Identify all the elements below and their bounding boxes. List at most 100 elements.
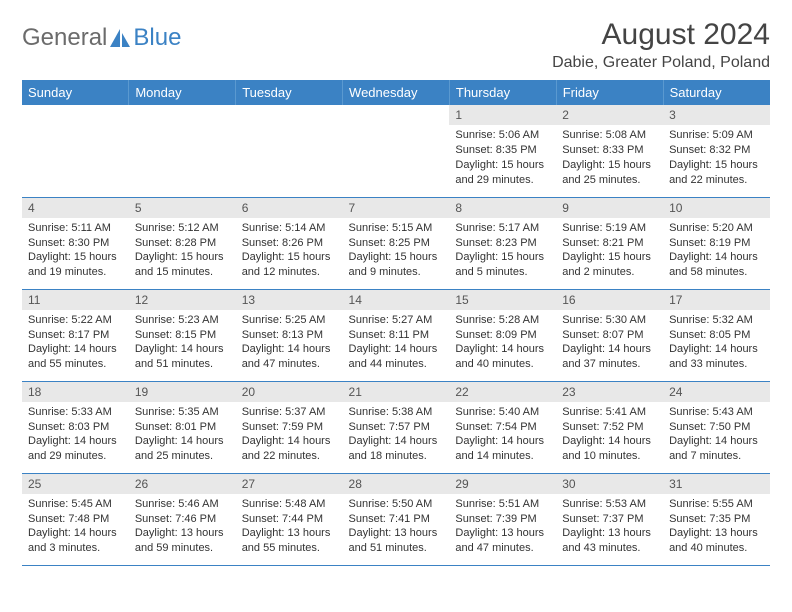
- day-number: 27: [236, 474, 343, 494]
- sunset-line: Sunset: 8:15 PM: [135, 328, 230, 343]
- day-number: 3: [663, 105, 770, 125]
- day-number: 14: [343, 290, 450, 310]
- day-header: Friday: [556, 80, 663, 105]
- day-number: 5: [129, 198, 236, 218]
- calendar-cell: [343, 105, 450, 197]
- calendar-cell: 6Sunrise: 5:14 AMSunset: 8:26 PMDaylight…: [236, 197, 343, 289]
- calendar-week-row: 11Sunrise: 5:22 AMSunset: 8:17 PMDayligh…: [22, 289, 770, 381]
- day-details: Sunrise: 5:30 AMSunset: 8:07 PMDaylight:…: [556, 310, 663, 375]
- daylight-line: Daylight: 13 hours and 40 minutes.: [669, 526, 764, 556]
- sunset-line: Sunset: 7:57 PM: [349, 420, 444, 435]
- sunrise-line: Sunrise: 5:32 AM: [669, 313, 764, 328]
- daylight-line: Daylight: 14 hours and 14 minutes.: [455, 434, 550, 464]
- sunrise-line: Sunrise: 5:33 AM: [28, 405, 123, 420]
- day-number: 24: [663, 382, 770, 402]
- day-details: Sunrise: 5:23 AMSunset: 8:15 PMDaylight:…: [129, 310, 236, 375]
- daylight-line: Daylight: 14 hours and 18 minutes.: [349, 434, 444, 464]
- day-details: Sunrise: 5:53 AMSunset: 7:37 PMDaylight:…: [556, 494, 663, 559]
- calendar-table: Sunday Monday Tuesday Wednesday Thursday…: [22, 80, 770, 566]
- daylight-line: Daylight: 13 hours and 51 minutes.: [349, 526, 444, 556]
- sunset-line: Sunset: 7:37 PM: [562, 512, 657, 527]
- day-details: Sunrise: 5:28 AMSunset: 8:09 PMDaylight:…: [449, 310, 556, 375]
- title-block: August 2024 Dabie, Greater Poland, Polan…: [552, 18, 770, 72]
- sunset-line: Sunset: 7:50 PM: [669, 420, 764, 435]
- day-header: Tuesday: [236, 80, 343, 105]
- sunrise-line: Sunrise: 5:14 AM: [242, 221, 337, 236]
- day-number: 12: [129, 290, 236, 310]
- sunrise-line: Sunrise: 5:40 AM: [455, 405, 550, 420]
- sunrise-line: Sunrise: 5:27 AM: [349, 313, 444, 328]
- sunset-line: Sunset: 8:07 PM: [562, 328, 657, 343]
- daylight-line: Daylight: 15 hours and 15 minutes.: [135, 250, 230, 280]
- sunset-line: Sunset: 7:54 PM: [455, 420, 550, 435]
- day-number: 2: [556, 105, 663, 125]
- day-header: Saturday: [663, 80, 770, 105]
- calendar-cell: 23Sunrise: 5:41 AMSunset: 7:52 PMDayligh…: [556, 381, 663, 473]
- day-number: 31: [663, 474, 770, 494]
- sunset-line: Sunset: 8:35 PM: [455, 143, 550, 158]
- sunset-line: Sunset: 7:35 PM: [669, 512, 764, 527]
- day-details: Sunrise: 5:40 AMSunset: 7:54 PMDaylight:…: [449, 402, 556, 467]
- daylight-line: Daylight: 14 hours and 58 minutes.: [669, 250, 764, 280]
- calendar-cell: 8Sunrise: 5:17 AMSunset: 8:23 PMDaylight…: [449, 197, 556, 289]
- sunrise-line: Sunrise: 5:09 AM: [669, 128, 764, 143]
- calendar-cell: 13Sunrise: 5:25 AMSunset: 8:13 PMDayligh…: [236, 289, 343, 381]
- calendar-week-row: 25Sunrise: 5:45 AMSunset: 7:48 PMDayligh…: [22, 473, 770, 565]
- sunset-line: Sunset: 8:30 PM: [28, 236, 123, 251]
- sunset-line: Sunset: 8:09 PM: [455, 328, 550, 343]
- calendar-cell: [236, 105, 343, 197]
- calendar-cell: 11Sunrise: 5:22 AMSunset: 8:17 PMDayligh…: [22, 289, 129, 381]
- sunset-line: Sunset: 8:11 PM: [349, 328, 444, 343]
- day-details: Sunrise: 5:22 AMSunset: 8:17 PMDaylight:…: [22, 310, 129, 375]
- daylight-line: Daylight: 14 hours and 44 minutes.: [349, 342, 444, 372]
- sunrise-line: Sunrise: 5:43 AM: [669, 405, 764, 420]
- sunset-line: Sunset: 8:26 PM: [242, 236, 337, 251]
- calendar-body: 1Sunrise: 5:06 AMSunset: 8:35 PMDaylight…: [22, 105, 770, 565]
- calendar-cell: [129, 105, 236, 197]
- daylight-line: Daylight: 14 hours and 22 minutes.: [242, 434, 337, 464]
- day-number: 11: [22, 290, 129, 310]
- day-details: Sunrise: 5:08 AMSunset: 8:33 PMDaylight:…: [556, 125, 663, 190]
- sunset-line: Sunset: 7:59 PM: [242, 420, 337, 435]
- day-number: 16: [556, 290, 663, 310]
- calendar-cell: 30Sunrise: 5:53 AMSunset: 7:37 PMDayligh…: [556, 473, 663, 565]
- daylight-line: Daylight: 15 hours and 5 minutes.: [455, 250, 550, 280]
- daylight-line: Daylight: 15 hours and 12 minutes.: [242, 250, 337, 280]
- day-details: Sunrise: 5:38 AMSunset: 7:57 PMDaylight:…: [343, 402, 450, 467]
- day-header: Wednesday: [343, 80, 450, 105]
- day-number: 9: [556, 198, 663, 218]
- day-details: Sunrise: 5:51 AMSunset: 7:39 PMDaylight:…: [449, 494, 556, 559]
- daylight-line: Daylight: 14 hours and 47 minutes.: [242, 342, 337, 372]
- calendar-cell: 2Sunrise: 5:08 AMSunset: 8:33 PMDaylight…: [556, 105, 663, 197]
- sunrise-line: Sunrise: 5:37 AM: [242, 405, 337, 420]
- sunrise-line: Sunrise: 5:38 AM: [349, 405, 444, 420]
- day-number: 8: [449, 198, 556, 218]
- daylight-line: Daylight: 15 hours and 22 minutes.: [669, 158, 764, 188]
- sunset-line: Sunset: 8:13 PM: [242, 328, 337, 343]
- sunrise-line: Sunrise: 5:17 AM: [455, 221, 550, 236]
- logo-text-1: General: [22, 24, 107, 52]
- sunrise-line: Sunrise: 5:15 AM: [349, 221, 444, 236]
- sunrise-line: Sunrise: 5:35 AM: [135, 405, 230, 420]
- sunrise-line: Sunrise: 5:06 AM: [455, 128, 550, 143]
- daylight-line: Daylight: 14 hours and 40 minutes.: [455, 342, 550, 372]
- sunrise-line: Sunrise: 5:48 AM: [242, 497, 337, 512]
- calendar-cell: 25Sunrise: 5:45 AMSunset: 7:48 PMDayligh…: [22, 473, 129, 565]
- day-header: Sunday: [22, 80, 129, 105]
- header: General Blue August 2024 Dabie, Greater …: [22, 18, 770, 72]
- calendar-cell: 28Sunrise: 5:50 AMSunset: 7:41 PMDayligh…: [343, 473, 450, 565]
- sunrise-line: Sunrise: 5:50 AM: [349, 497, 444, 512]
- day-number: 29: [449, 474, 556, 494]
- day-number: 20: [236, 382, 343, 402]
- day-number: 26: [129, 474, 236, 494]
- day-details: Sunrise: 5:45 AMSunset: 7:48 PMDaylight:…: [22, 494, 129, 559]
- sunset-line: Sunset: 7:46 PM: [135, 512, 230, 527]
- day-number: 23: [556, 382, 663, 402]
- sunset-line: Sunset: 8:03 PM: [28, 420, 123, 435]
- daylight-line: Daylight: 13 hours and 47 minutes.: [455, 526, 550, 556]
- sunset-line: Sunset: 8:21 PM: [562, 236, 657, 251]
- sunrise-line: Sunrise: 5:46 AM: [135, 497, 230, 512]
- day-number: 18: [22, 382, 129, 402]
- daylight-line: Daylight: 14 hours and 10 minutes.: [562, 434, 657, 464]
- sunrise-line: Sunrise: 5:23 AM: [135, 313, 230, 328]
